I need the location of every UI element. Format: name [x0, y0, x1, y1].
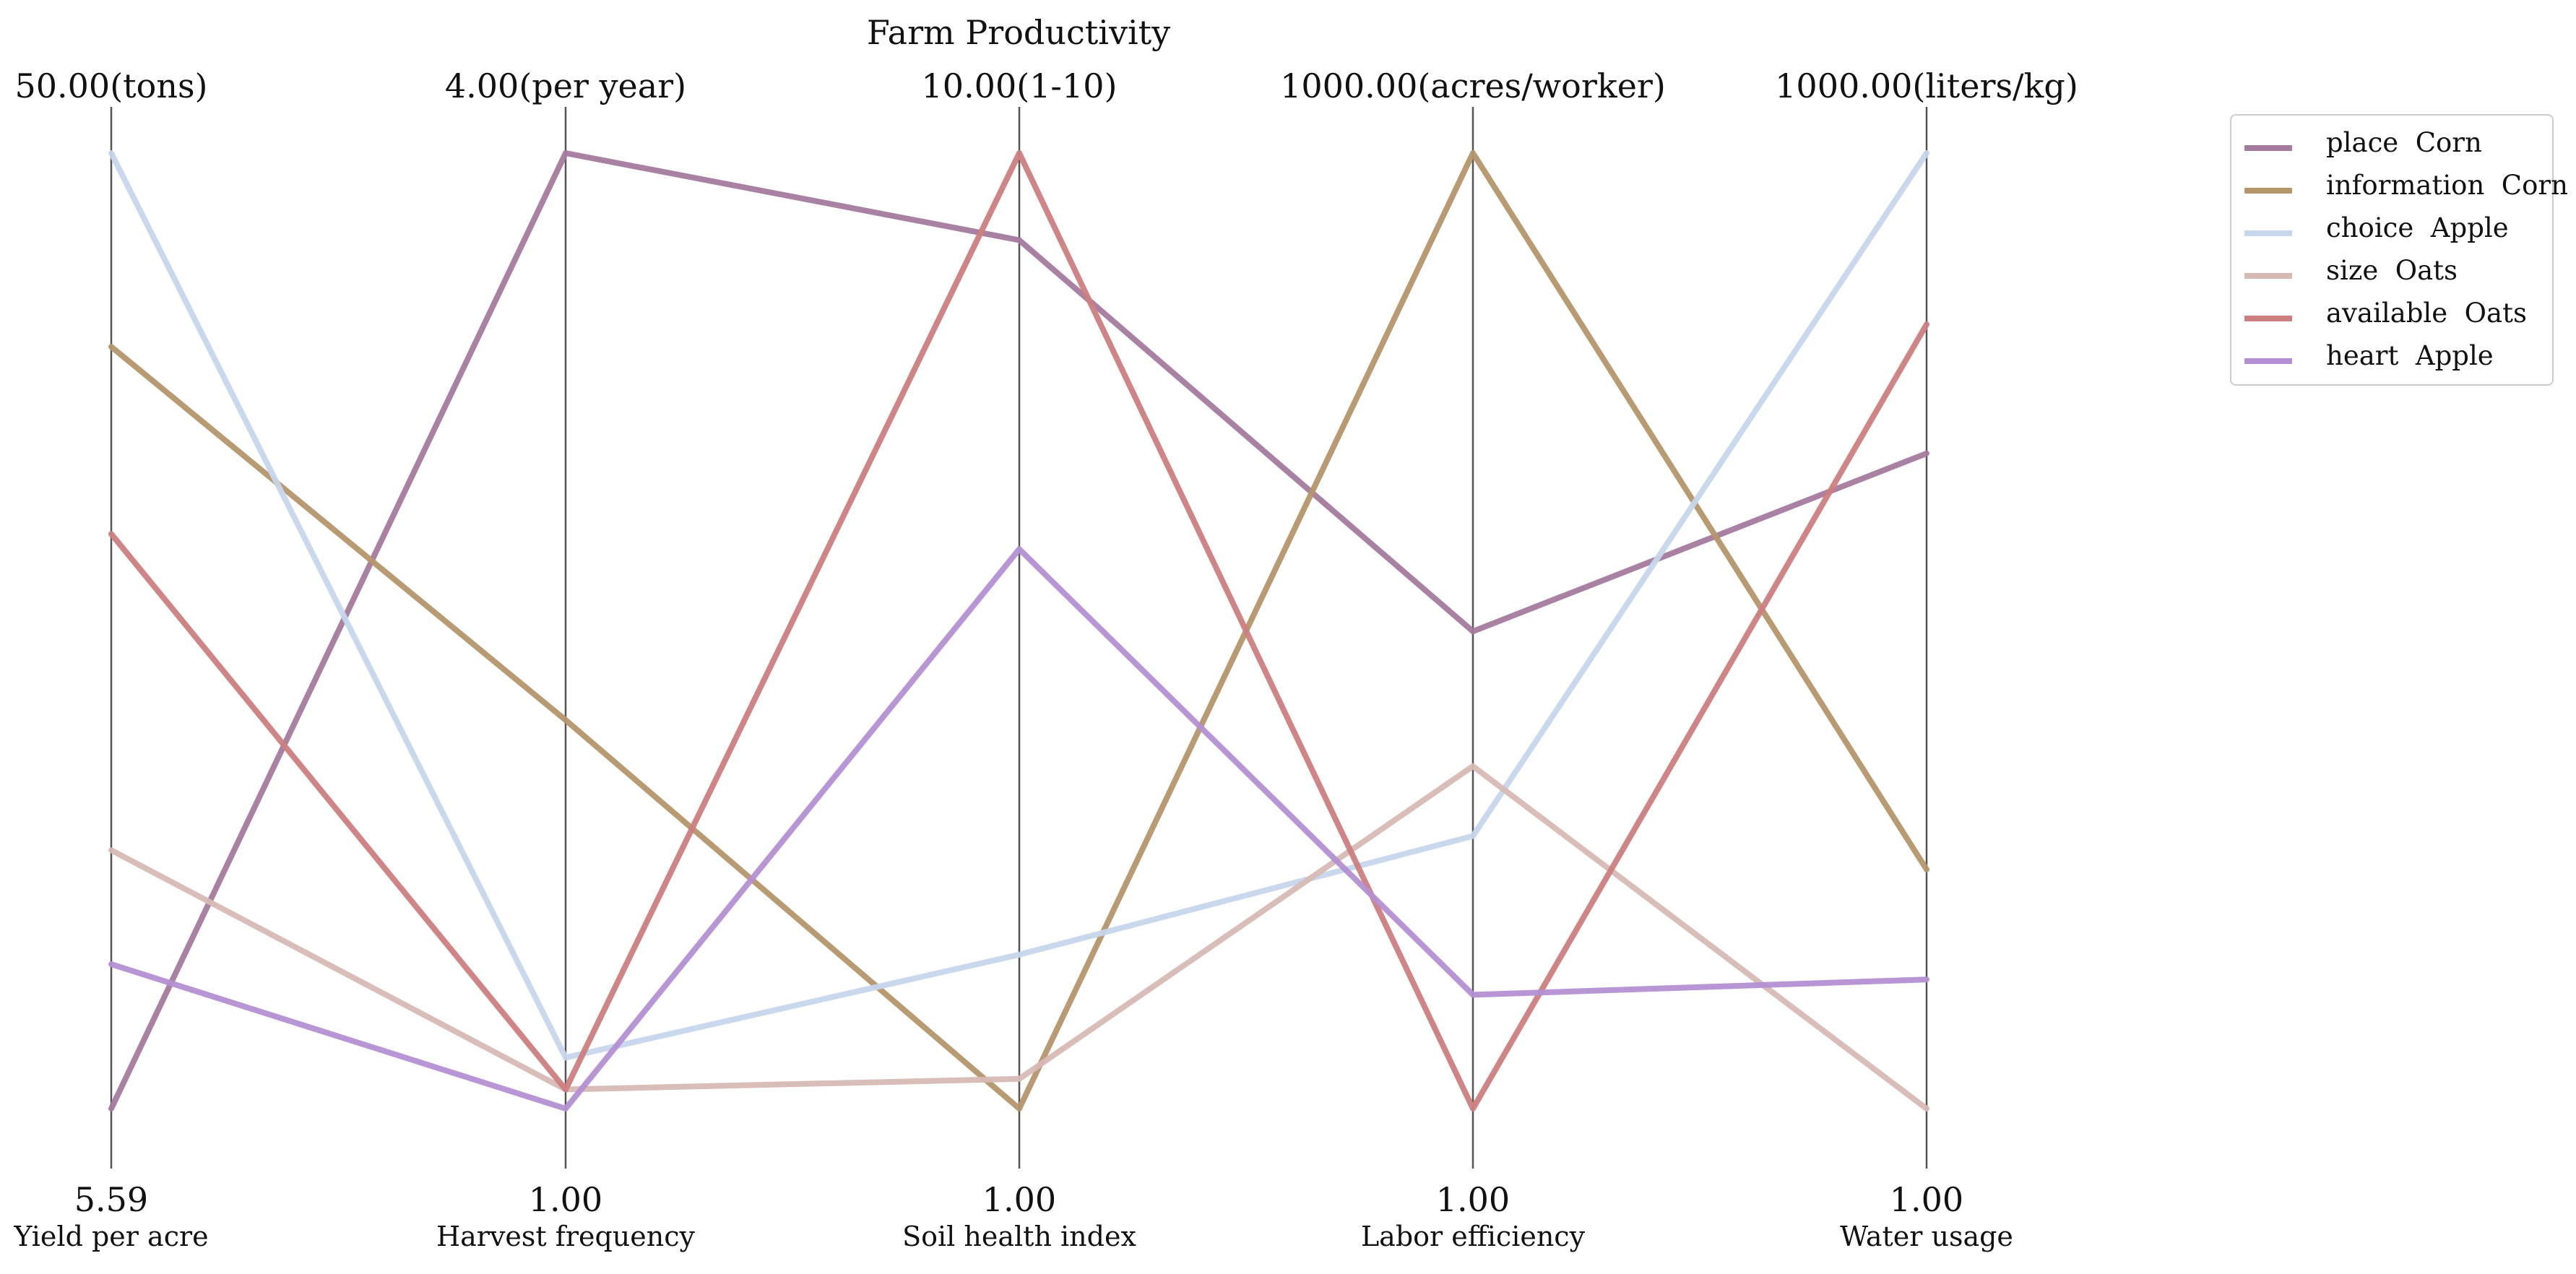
axis-name-label: Harvest frequency [436, 1221, 696, 1252]
legend-item: place Corn [2231, 123, 2552, 165]
axis-max-label: 4.00(per year) [445, 66, 686, 105]
legend-swatch [2244, 316, 2292, 321]
chart-title: Farm Productivity [867, 13, 1170, 52]
axis-max-label: 1000.00(liters/kg) [1775, 66, 2078, 105]
axis-min-label: 1.00 [982, 1180, 1056, 1219]
legend-item: size Oats [2231, 251, 2552, 293]
legend-label: size Oats [2326, 255, 2458, 286]
series-line [108, 150, 1929, 1112]
axis-name-label: Yield per acre [13, 1221, 208, 1252]
axis-max-label: 50.00(tons) [15, 66, 208, 105]
axis-min-label: 1.00 [1890, 1180, 1963, 1219]
axis-name-label: Water usage [1840, 1221, 2013, 1252]
series-line [108, 763, 1929, 1112]
legend: place Corn information Corn choice Apple si… [2230, 114, 2568, 386]
legend-item: heart Apple [2231, 336, 2552, 378]
axis-min-label: 1.00 [1436, 1180, 1510, 1219]
legend-label: choice Apple [2326, 212, 2509, 243]
axis-min-label: 5.59 [74, 1180, 148, 1219]
series-line [108, 150, 1929, 1061]
legend-label: place Corn [2326, 127, 2482, 158]
legend-swatch [2244, 358, 2292, 364]
axis-name-label: Soil health index [902, 1221, 1136, 1252]
axis-min-label: 1.00 [529, 1180, 602, 1219]
legend-item: information Corn [2231, 165, 2568, 208]
series-line [108, 150, 1929, 1112]
series-line [108, 150, 1929, 1112]
legend-swatch [2244, 273, 2292, 279]
legend-item: choice Apple [2231, 208, 2552, 251]
legend-swatch [2244, 188, 2292, 194]
series-line [108, 546, 1929, 1112]
axis-name-label: Labor efficiency [1361, 1221, 1586, 1252]
axis-max-label: 1000.00(acres/worker) [1280, 66, 1666, 105]
legend-swatch [2244, 145, 2292, 151]
legend-label: available Oats [2326, 298, 2527, 329]
legend-swatch [2244, 230, 2292, 236]
axis-max-label: 10.00(1-10) [922, 66, 1118, 105]
series-lines [108, 150, 1929, 1112]
legend-label: information Corn [2326, 170, 2568, 201]
legend-label: heart Apple [2326, 340, 2494, 371]
legend-item: available Oats [2231, 293, 2552, 336]
